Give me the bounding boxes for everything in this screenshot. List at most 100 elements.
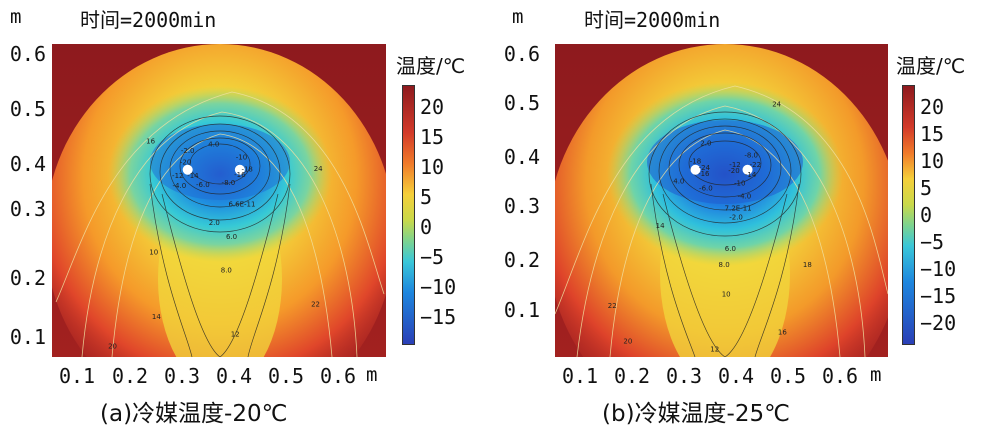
colorbar-tick-2: 10 bbox=[420, 155, 445, 179]
y-axis-unit: m bbox=[512, 6, 524, 28]
x-tick-5: 0.6 bbox=[319, 364, 357, 388]
colorbar-tick-4: 0 bbox=[920, 203, 933, 227]
contour-label-1: 22 bbox=[311, 301, 320, 309]
x-tick-2: 0.3 bbox=[163, 364, 201, 388]
y-tick-2: 0.4 bbox=[503, 145, 540, 169]
x-tick-0: 0.1 bbox=[561, 364, 599, 388]
colorbar-tick-6: −10 bbox=[920, 257, 957, 281]
contour-label-14: -6.0 bbox=[699, 184, 713, 192]
x-axis-unit: m bbox=[366, 364, 378, 386]
x-tick-3: 0.4 bbox=[215, 364, 253, 388]
contour-label-8: 8.0 bbox=[719, 261, 730, 269]
contour-label-11: -2.0 bbox=[181, 147, 195, 155]
colorbar bbox=[902, 85, 915, 345]
contour-label-20: -20 bbox=[180, 159, 191, 167]
contour-label-21: 6.6E-11 bbox=[228, 201, 255, 209]
refrigerant-pipe-1 bbox=[234, 164, 245, 175]
colorbar-tick-6: −10 bbox=[420, 275, 457, 299]
y-axis-unit: m bbox=[10, 6, 22, 28]
refrigerant-pipe-0 bbox=[182, 164, 193, 175]
colorbar-tick-0: 20 bbox=[920, 95, 945, 119]
colorbar-tick-4: 0 bbox=[420, 215, 433, 239]
contour-label-6: 10 bbox=[149, 249, 158, 257]
colorbar-tick-7: −15 bbox=[920, 284, 957, 308]
contour-label-15: -8.0 bbox=[744, 151, 758, 159]
x-axis-unit: m bbox=[870, 364, 882, 386]
contour-label-23: -24 bbox=[699, 164, 711, 172]
y-tick-0: 0.6 bbox=[9, 42, 46, 66]
colorbar-tick-7: −15 bbox=[420, 305, 457, 329]
contour-label-5: 14 bbox=[656, 222, 665, 230]
figure-caption: (b)冷媒温度-25℃ bbox=[602, 401, 790, 427]
time-title: 时间=2000min bbox=[584, 8, 721, 32]
contour-label-16: -12 bbox=[172, 172, 183, 180]
colorbar-tick-0: 20 bbox=[420, 95, 445, 119]
contour-label-7: 10 bbox=[722, 291, 731, 299]
x-tick-1: 0.2 bbox=[613, 364, 651, 388]
contour-label-11: 2.0 bbox=[700, 140, 711, 148]
contour-label-17: -14 bbox=[187, 172, 199, 180]
contour-label-14: -8.0 bbox=[222, 179, 236, 187]
y-tick-5: 0.1 bbox=[9, 325, 46, 349]
contour-label-10: 2.0 bbox=[209, 219, 220, 227]
heatmap-plot: 24 22 20 16 14 12 10 8.0 6.0 4.0 2.0 -2.0 -4.0 -6.0 -8… bbox=[52, 44, 386, 357]
figure-caption: (a)冷媒温度-20℃ bbox=[100, 401, 288, 427]
x-tick-1: 0.2 bbox=[111, 364, 149, 388]
heatmap-marks: 24 22 20 16 14 12 10 8.0 6.0 4.0 2.0 -2.0 -4.0 -6.0 -8… bbox=[108, 137, 323, 350]
refrigerant-pipe-0 bbox=[690, 164, 701, 175]
colorbar-tick-3: 5 bbox=[420, 185, 433, 209]
contour-label-3: 18 bbox=[803, 261, 812, 269]
refrigerant-pipe-1 bbox=[742, 164, 753, 175]
chart-panel-b: m 时间=2000min 0.6 0.5 0.4 0.3 0.2 0.1 bbox=[494, 0, 987, 429]
y-tick-3: 0.3 bbox=[503, 194, 540, 218]
contour-label-19: -16 bbox=[698, 170, 710, 178]
contour-label-24: 7.2E-11 bbox=[725, 205, 752, 213]
heatmap-svg: 24 22 20 16 14 12 10 8.0 6.0 4.0 2.0 -2.0 -4.0 -6.0 -8… bbox=[52, 44, 386, 357]
colorbar-tick-3: 5 bbox=[920, 176, 933, 200]
contour-label-6: 12 bbox=[710, 345, 719, 353]
contour-label-15: -10 bbox=[236, 154, 247, 162]
contour-label-4: 16 bbox=[778, 329, 787, 337]
contour-label-13: -6.0 bbox=[196, 181, 210, 189]
colorbar bbox=[402, 85, 415, 345]
contour-label-12: -4.0 bbox=[173, 182, 187, 190]
x-tick-4: 0.5 bbox=[267, 364, 305, 388]
contour-label-12: -2.0 bbox=[729, 214, 743, 222]
contour-label-9: 6.0 bbox=[725, 245, 736, 253]
y-tick-0: 0.6 bbox=[503, 42, 540, 66]
contour-label-13: -4.0 bbox=[738, 192, 752, 200]
chart-panel-a: m 时间=2000min 0.6 0.5 0.4 0.3 0.2 0.1 bbox=[9, 6, 466, 427]
contour-label-20: -18 bbox=[690, 158, 701, 166]
colorbar-title: 温度/℃ bbox=[896, 54, 966, 78]
contour-label-9: 4.0 bbox=[208, 140, 219, 148]
y-tick-1: 0.5 bbox=[503, 91, 540, 115]
contour-label-1: 22 bbox=[608, 302, 617, 310]
contour-label-17: -12 bbox=[729, 161, 740, 169]
y-tick-5: 0.1 bbox=[503, 298, 540, 322]
contour-label-7: 8.0 bbox=[221, 267, 232, 275]
heatmap-svg: 24 22 20 18 16 14 12 10 8.0 6.0 4.0 2.0 -2.0 -4.0 -6.0… bbox=[555, 44, 888, 357]
x-tick-2: 0.3 bbox=[665, 364, 703, 388]
x-tick-4: 0.5 bbox=[769, 364, 807, 388]
contour-label-0: 24 bbox=[314, 165, 323, 173]
colorbar-title: 温度/℃ bbox=[396, 54, 466, 78]
y-tick-4: 0.2 bbox=[503, 248, 540, 272]
contour-label-0: 24 bbox=[772, 101, 781, 109]
contour-label-18: -16 bbox=[234, 171, 246, 179]
heatmap-plot: 24 22 20 18 16 14 12 10 8.0 6.0 4.0 2.0 -2.0 -4.0 -6.0… bbox=[555, 44, 888, 357]
contour-label-8: 6.0 bbox=[226, 233, 237, 241]
x-tick-3: 0.4 bbox=[717, 364, 755, 388]
x-tick-0: 0.1 bbox=[58, 364, 96, 388]
contour-label-3: 16 bbox=[146, 137, 155, 145]
contour-label-4: 14 bbox=[152, 313, 161, 321]
colorbar-tick-5: −5 bbox=[420, 245, 445, 269]
contour-label-2: 20 bbox=[108, 343, 117, 351]
time-title: 时间=2000min bbox=[80, 8, 217, 32]
colorbar-tick-1: 15 bbox=[420, 125, 445, 149]
y-tick-2: 0.4 bbox=[9, 152, 46, 176]
colorbar-tick-5: −5 bbox=[920, 230, 945, 254]
y-tick-3: 0.3 bbox=[9, 197, 46, 221]
contour-label-19: -18 bbox=[241, 165, 252, 173]
contour-label-21: -20 bbox=[728, 167, 739, 175]
contour-label-5: 12 bbox=[231, 330, 240, 338]
